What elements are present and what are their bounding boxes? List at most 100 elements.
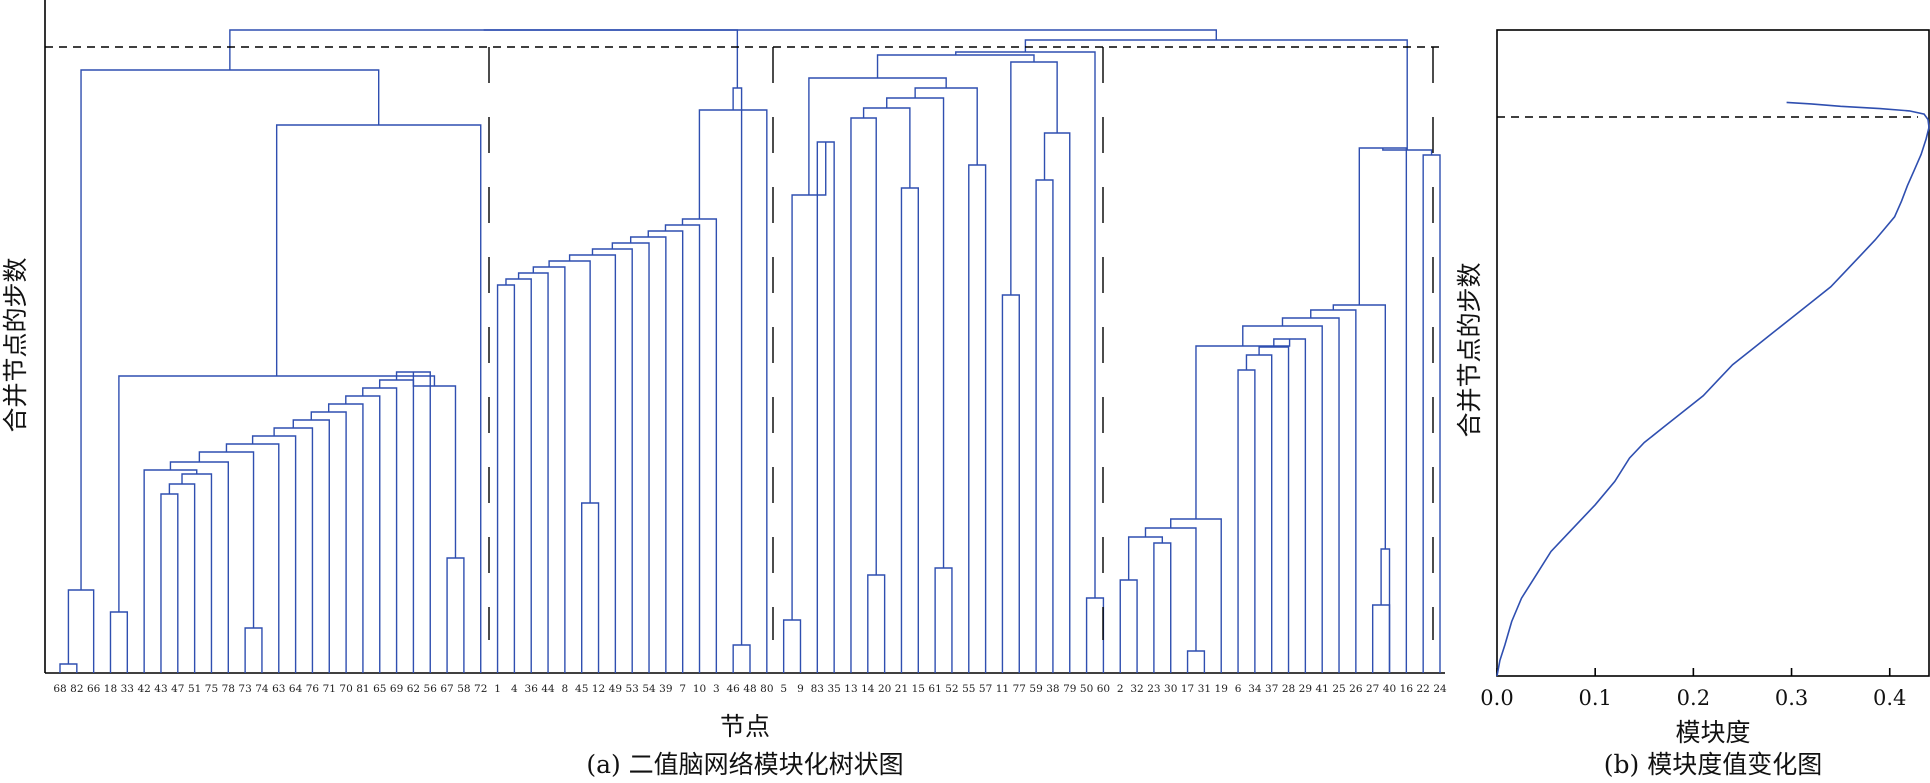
leaf-label-26: 26 [1349,683,1363,695]
leaf-label-74: 74 [255,683,269,695]
leaf-label-12: 12 [592,683,605,695]
dendrogram-link-56 [1035,179,1054,673]
leaf-label-25: 25 [1332,683,1345,695]
leaf-label-70: 70 [339,683,352,695]
leaf-label-28: 28 [1282,683,1295,695]
leaf-label-41: 41 [1316,683,1329,695]
leaf-label-35: 35 [827,683,840,695]
dendrogram-link-72 [1195,339,1291,519]
dendrogram-link-29 [532,266,566,673]
leaf-label-2: 2 [1117,683,1124,695]
dendrogram-link-82 [1024,39,1408,150]
leaf-label-31: 31 [1198,683,1211,695]
dendrogram-caption: (a) 二值脑网络模块化树状图 [586,750,903,779]
leaf-label-53: 53 [626,683,639,695]
dendrogram-link-41 [732,87,743,645]
modularity-tick-label-0: 0.0 [1480,686,1513,710]
leaf-label-49: 49 [609,683,622,695]
leaf-label-39: 39 [659,683,672,695]
dendrogram-link-8 [169,461,229,673]
leaf-label-78: 78 [222,683,235,695]
leaf-label-3: 3 [713,683,720,695]
leaf-label-65: 65 [373,683,386,695]
dendrogram-ylabel: 合并节点的步数 [1,257,30,432]
dendrogram-link-80 [1422,154,1441,673]
leaf-label-18: 18 [104,683,117,695]
dendrogram-link-76 [1371,604,1391,673]
leaf-label-63: 63 [272,683,285,695]
dendrogram-link-60 [1085,597,1105,673]
dendrogram-link-68 [1237,369,1256,673]
leaf-label-1: 1 [494,683,501,695]
leaf-label-46: 46 [726,683,740,695]
dendrogram-link-2 [67,589,95,673]
dendrogram-link-46 [867,574,886,673]
dendrogram-link-40 [732,644,751,673]
dendrogram-link-4 [160,493,179,673]
leaf-label-73: 73 [238,683,251,695]
modularity-tick-label-4: 0.4 [1873,686,1906,710]
leaf-label-14: 14 [861,683,875,695]
dendrogram-link-1 [59,663,78,673]
dendrogram-link-34 [611,242,650,673]
dendrogram-link-70 [1258,346,1290,673]
leaf-label-29: 29 [1299,683,1312,695]
dendrogram-link-55 [1001,294,1020,673]
leaf-label-8: 8 [562,683,569,695]
leaf-label-72: 72 [474,683,487,695]
dendrogram-link-11 [225,443,280,673]
leaf-label-55: 55 [962,683,975,695]
dendrogram-panel: 68 82 66 18 33 42 43 47 51 75 78 73 74 63 64 76 71 70 81 65… [1,0,1447,779]
dendrogram-link-48 [900,187,919,673]
leaf-label-77: 77 [1013,683,1026,695]
leaf-label-79: 79 [1063,683,1076,695]
leaf-label-30: 30 [1164,683,1177,695]
dendrogram-link-10 [198,451,255,628]
leaf-label-83: 83 [811,683,824,695]
leaf-label-5: 5 [780,683,787,695]
dendrogram-link-14 [292,419,330,673]
dendrogram-link-27 [505,278,532,673]
dendrogram-link-77 [1380,548,1391,673]
leaf-label-47: 47 [171,683,184,695]
leaf-label-36: 36 [525,683,539,695]
leaf-label-19: 19 [1215,683,1228,695]
leaf-labels: 68 82 66 18 33 42 43 47 51 75 78 73 74 63 64 76 71 70 81 65… [53,683,1447,695]
leaf-label-80: 80 [760,683,773,695]
dendrogram-link-45 [791,142,827,620]
dendrogram-link-65 [1186,650,1206,673]
leaf-label-10: 10 [693,683,706,695]
leaf-label-7: 7 [679,683,686,695]
leaf-label-58: 58 [457,683,470,695]
modularity-x-ticks: 0.0 0.1 0.2 0.3 0.4 [1480,668,1906,710]
leaf-label-40: 40 [1383,683,1396,695]
dendrogram-link-69 [1245,354,1273,673]
dendrogram-link-6 [181,473,213,673]
leaf-label-34: 34 [1248,683,1262,695]
dendrogram-link-39 [698,109,768,673]
modularity-tick-label-2: 0.2 [1677,686,1710,710]
leaf-label-64: 64 [289,683,303,695]
leaf-label-11: 11 [996,683,1009,695]
dendrogram-link-83 [483,29,1217,40]
modularity-xlabel: 模块度 [1675,718,1750,747]
dendrogram-link-21 [446,557,465,673]
modularity-ylabel: 合并节点的步数 [1455,262,1484,437]
leaf-label-21: 21 [895,683,908,695]
dendrogram-link-7 [143,469,198,673]
leaf-label-61: 61 [928,683,941,695]
leaf-label-16: 16 [1400,683,1414,695]
dendrogram-link-44 [816,141,835,673]
dendrogram-link-43 [782,619,802,673]
leaf-label-38: 38 [1046,683,1059,695]
leaf-label-60: 60 [1097,683,1110,695]
dendrogram-xlabel: 节点 [720,712,770,741]
dendrogram-link-53 [914,87,978,165]
leaf-label-76: 76 [306,683,320,695]
dendrogram-link-9 [244,627,263,673]
dendrogram-link-42 [229,29,739,88]
dendrogram-link-31 [548,260,591,503]
dendrogram-link-57 [1043,132,1071,673]
leaf-label-69: 69 [390,683,403,695]
